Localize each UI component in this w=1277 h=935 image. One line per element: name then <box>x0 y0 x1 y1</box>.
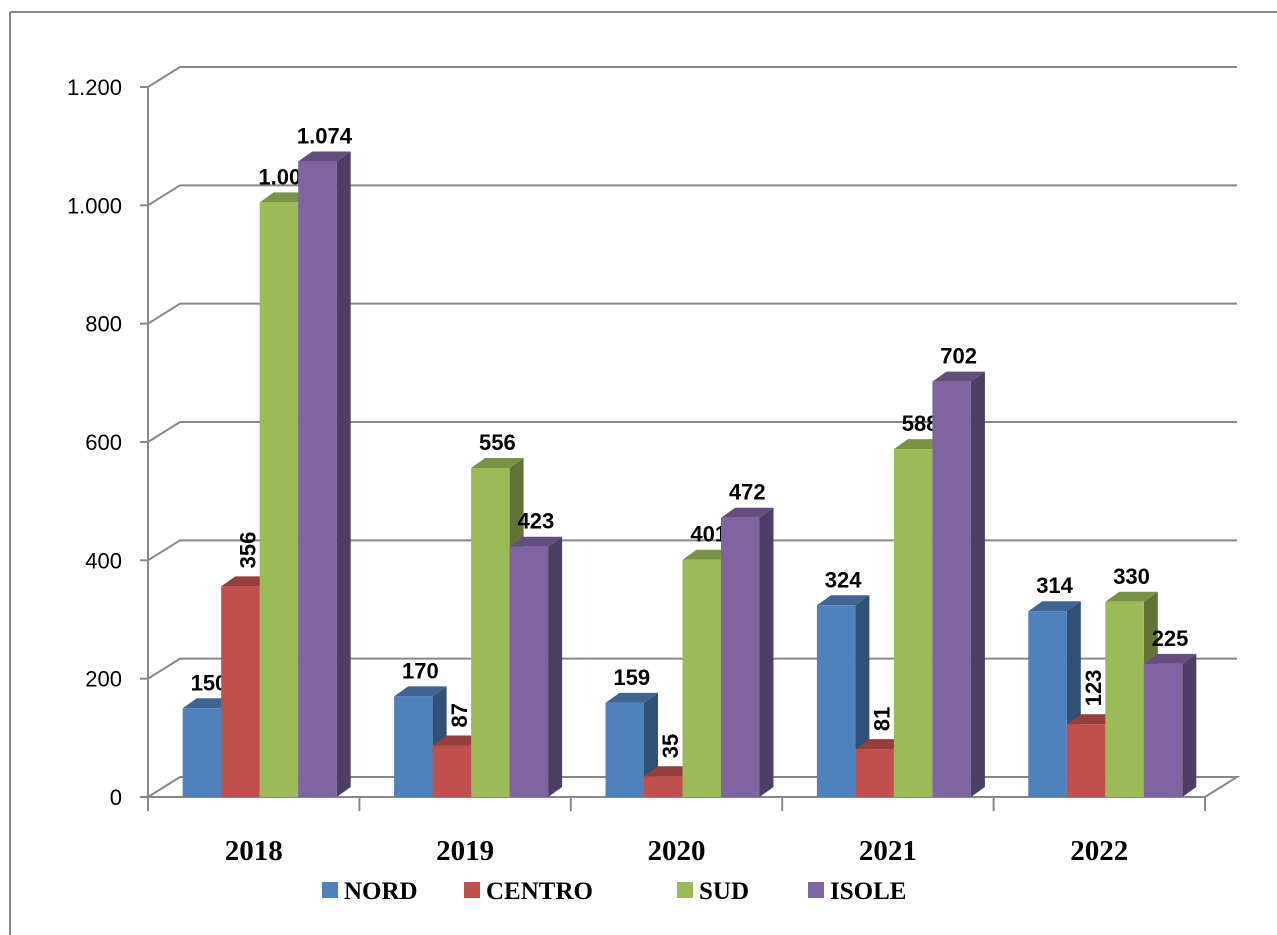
bar <box>932 371 985 797</box>
bar <box>471 458 524 797</box>
bar-side <box>1182 653 1197 797</box>
data-label: 81 <box>870 707 895 731</box>
grid-line <box>147 302 1237 325</box>
bar-front <box>1066 724 1106 797</box>
data-label: 423 <box>517 509 554 534</box>
x-tick-label: 2022 <box>1070 835 1128 867</box>
bar-top <box>1105 591 1158 602</box>
bar-front <box>1105 601 1144 797</box>
x-tick-label: 2019 <box>436 835 494 867</box>
data-label: 324 <box>825 567 862 592</box>
bar <box>1143 653 1197 797</box>
data-label: 159 <box>613 665 650 690</box>
bar <box>509 536 563 797</box>
y-tick-label: 600 <box>85 430 122 455</box>
bar-front <box>432 745 472 797</box>
bar-top <box>509 536 563 547</box>
legend-swatch <box>464 882 480 898</box>
legend-label: CENTRO <box>486 878 593 905</box>
legend-label: NORD <box>344 878 418 905</box>
y-tick-label: 400 <box>85 548 122 573</box>
legend-label: SUD <box>699 878 749 905</box>
bar-front <box>221 586 260 797</box>
grid-line <box>147 184 1237 207</box>
bar-top <box>1143 653 1197 664</box>
bar-top <box>298 151 351 162</box>
bar-side <box>970 371 985 797</box>
bar <box>605 692 658 797</box>
y-tick-label: 0 <box>110 785 122 810</box>
legend-swatch <box>808 882 824 898</box>
y-tick-label: 1.000 <box>67 193 122 218</box>
bar-top <box>1028 601 1081 612</box>
data-label: 314 <box>1036 573 1073 598</box>
data-label: 170 <box>402 658 439 683</box>
data-label: 330 <box>1113 564 1150 589</box>
bar-front <box>605 702 644 797</box>
grid-line <box>147 657 1237 680</box>
bar-side <box>336 151 351 798</box>
bar <box>298 151 351 798</box>
data-label: 225 <box>1152 626 1189 651</box>
bar-top <box>816 595 870 606</box>
data-label: 472 <box>729 480 766 505</box>
bar-front <box>509 546 549 797</box>
bar <box>1028 601 1081 797</box>
bar-front <box>721 517 760 797</box>
data-label: 87 <box>447 703 472 727</box>
bar-front <box>1028 611 1067 797</box>
bar-front <box>394 696 433 797</box>
grid-line <box>147 66 1237 88</box>
y-tick-label: 800 <box>85 312 122 337</box>
bar-front <box>816 605 856 797</box>
data-label: 401 <box>690 522 727 547</box>
data-label: 1.074 <box>297 124 353 149</box>
x-tick-label: 2021 <box>859 835 917 867</box>
bar-top <box>605 692 658 703</box>
bar-front <box>182 708 222 797</box>
bar-front <box>682 559 721 797</box>
bar-front <box>855 749 894 797</box>
bar-top <box>932 371 985 382</box>
bar-side <box>548 536 563 797</box>
bar-front <box>1143 663 1183 797</box>
data-label: 150 <box>191 670 228 695</box>
bar-front <box>932 381 971 797</box>
bar-front <box>259 202 299 797</box>
y-tick-label: 1.200 <box>67 75 122 100</box>
data-label: 123 <box>1081 670 1106 707</box>
bar-top <box>721 507 774 518</box>
bar-side <box>759 507 774 797</box>
y-tick-label: 200 <box>85 667 122 692</box>
x-tick-label: 2018 <box>225 835 283 867</box>
data-label: 588 <box>902 411 939 436</box>
bar-top <box>471 458 524 469</box>
bar-front <box>471 468 510 797</box>
grid-line <box>147 421 1237 443</box>
bar <box>394 686 447 797</box>
bar-front <box>298 161 337 798</box>
bar <box>721 507 774 797</box>
data-label: 35 <box>658 734 683 758</box>
legend-label: ISOLE <box>830 878 906 905</box>
legend-swatch <box>322 882 338 898</box>
bar-front <box>893 449 933 797</box>
data-label: 356 <box>235 532 260 569</box>
data-label: 702 <box>940 344 977 369</box>
data-label: 556 <box>479 430 516 455</box>
bar-front <box>644 776 683 797</box>
legend-swatch <box>677 882 693 898</box>
x-tick-label: 2020 <box>648 835 706 867</box>
bar-top <box>394 686 447 697</box>
grid-line <box>147 539 1237 562</box>
